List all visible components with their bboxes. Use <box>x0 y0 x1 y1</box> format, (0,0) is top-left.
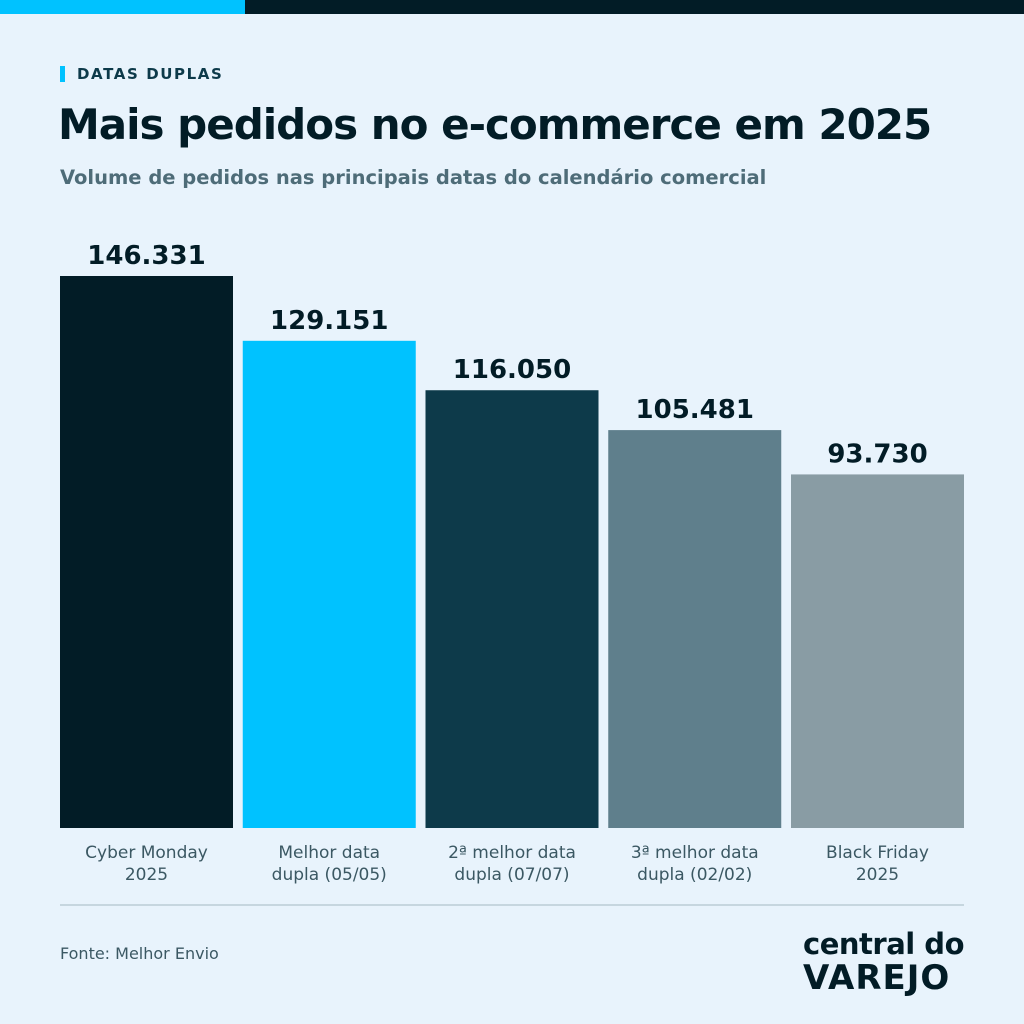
page-subtitle: Volume de pedidos nas principais datas d… <box>60 166 767 189</box>
bar-1 <box>242 340 416 828</box>
bar-2 <box>425 390 599 828</box>
category-label-2: 2ª melhor data dupla (07/07) <box>448 843 576 885</box>
source-note: Fonte: Melhor Envio <box>60 944 219 963</box>
kicker-text: DATAS DUPLAS <box>77 65 224 83</box>
bar-4 <box>791 474 964 828</box>
value-label-3: 105.481 <box>636 395 754 425</box>
kicker: DATAS DUPLAS <box>60 64 223 84</box>
value-label-2: 116.050 <box>453 355 571 385</box>
category-label-3: 3ª melhor data dupla (02/02) <box>631 843 759 885</box>
logo-line-2: VAREJO <box>803 958 951 998</box>
value-label-4: 93.730 <box>827 439 927 469</box>
category-label-1: Melhor data dupla (05/05) <box>272 843 387 885</box>
value-label-0: 146.331 <box>87 241 205 271</box>
footer-divider <box>60 904 964 906</box>
top-bar <box>0 0 1024 14</box>
bar-3 <box>608 430 782 828</box>
value-label-1: 129.151 <box>270 306 388 336</box>
logo-line-1: central do <box>803 927 964 961</box>
top-bar-accent <box>0 0 245 14</box>
category-label-4: Black Friday 2025 <box>826 843 929 885</box>
brand-logo: central do VAREJO <box>803 927 964 998</box>
page-title: Mais pedidos no e-commerce em 2025 <box>58 100 932 149</box>
kicker-mark <box>60 66 65 82</box>
bar-0 <box>60 276 233 828</box>
category-label-0: Cyber Monday 2025 <box>85 843 208 885</box>
